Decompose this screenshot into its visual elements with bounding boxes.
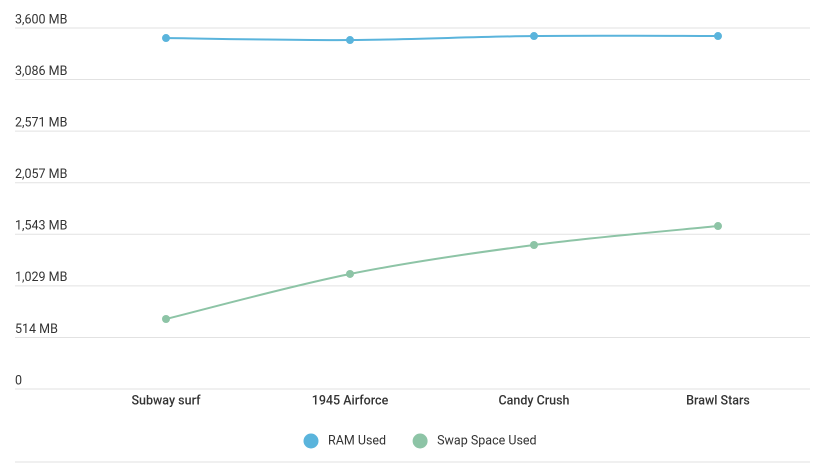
data-point bbox=[714, 32, 722, 41]
legend-marker[interactable] bbox=[412, 433, 428, 449]
x-tick-label: Candy Crush bbox=[498, 393, 569, 408]
legend-label[interactable]: Swap Space Used bbox=[437, 433, 536, 448]
data-point bbox=[530, 241, 538, 250]
data-point bbox=[714, 222, 722, 231]
data-point bbox=[346, 269, 354, 278]
x-tick-label: Subway surf bbox=[131, 393, 201, 408]
y-tick-label: 1,029 MB bbox=[15, 270, 68, 285]
data-point bbox=[530, 32, 538, 41]
y-tick-label: 0 bbox=[15, 373, 22, 388]
x-tick-label: Brawl Stars bbox=[686, 393, 750, 408]
y-tick-label: 3,600 MB bbox=[15, 12, 68, 27]
y-tick-label: 2,571 MB bbox=[15, 115, 68, 130]
y-tick-label: 1,543 MB bbox=[15, 219, 68, 234]
data-point bbox=[346, 36, 354, 45]
data-point bbox=[162, 315, 170, 324]
series-line bbox=[165, 34, 719, 42]
x-tick-label: 1945 Airforce bbox=[312, 393, 389, 408]
series-line bbox=[165, 225, 719, 320]
legend-marker[interactable] bbox=[303, 433, 319, 449]
y-tick-label: 2,057 MB bbox=[15, 167, 68, 182]
legend-label[interactable]: RAM Used bbox=[328, 433, 386, 448]
y-tick-label: 514 MB bbox=[15, 322, 58, 337]
y-tick-label: 3,086 MB bbox=[15, 64, 68, 79]
data-point bbox=[162, 34, 170, 43]
